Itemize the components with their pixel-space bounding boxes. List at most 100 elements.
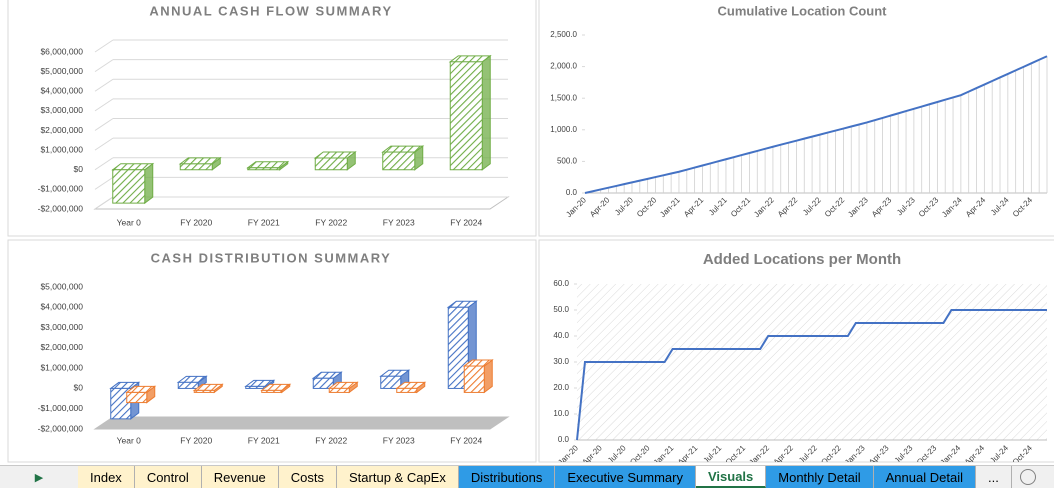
bar-top [246, 161, 290, 169]
y-tick-label: $6,000,000 [40, 46, 83, 56]
chart-panel [538, 0, 1054, 237]
sheet-tab[interactable]: Revenue [201, 466, 279, 488]
y-tick-label: 60.0 [553, 279, 569, 288]
y-tick-label: $0 [74, 164, 84, 174]
y-tick-label: $2,000,000 [40, 342, 83, 352]
grid-line-side [94, 98, 114, 112]
x-tick-label: FY 2021 [248, 217, 280, 227]
y-tick-label: $1,000,000 [40, 144, 83, 154]
sheet-tab[interactable]: Index [78, 466, 135, 488]
y-tick-label: 0.0 [558, 435, 570, 444]
floor [93, 196, 510, 210]
chart-title: CASH DISTRIBUTION SUMMARY [151, 250, 392, 265]
y-tick-label: 20.0 [553, 383, 569, 392]
y-tick-label: $2,000,000 [40, 125, 83, 135]
bar [110, 387, 132, 420]
y-tick-label: -$1,000,000 [38, 184, 84, 194]
x-tick-label: Year 0 [117, 435, 142, 445]
bar-top [111, 163, 155, 171]
bar [447, 306, 469, 389]
bar [177, 381, 199, 389]
y-tick-label: $0 [74, 383, 84, 393]
y-tick-label: 2,500.0 [550, 30, 577, 39]
y-tick-label: -$2,000,000 [38, 423, 84, 433]
y-tick-label: 10.0 [553, 409, 569, 418]
x-tick-label: FY 2022 [315, 435, 347, 445]
add-sheet-button[interactable] [1019, 469, 1036, 485]
y-tick-label: $1,000,000 [40, 362, 83, 372]
y-tick-label: $3,000,000 [40, 105, 83, 115]
grid-line-side [94, 157, 114, 171]
grid-line-side [94, 176, 114, 190]
y-tick-label: 1,500.0 [550, 93, 577, 102]
x-tick-label: FY 2020 [180, 435, 212, 445]
bar-side [481, 54, 491, 171]
y-tick-label: $4,000,000 [40, 302, 83, 312]
sheet-tab[interactable]: Startup & CapEx [337, 466, 459, 488]
x-tick-label: FY 2020 [180, 217, 212, 227]
y-tick-label: 0.0 [566, 188, 578, 197]
sheet-tab[interactable]: Executive Summary [555, 466, 696, 488]
chart-sheet: ANNUAL CASH FLOW SUMMARY Cumulative Loca… [7, 0, 1054, 463]
bar [396, 387, 418, 393]
sheet-tab[interactable]: ... [975, 466, 1012, 488]
x-tick-label: FY 2022 [315, 217, 347, 227]
bar [328, 387, 350, 393]
sheet-tab[interactable]: Monthly Detail [766, 466, 874, 488]
bar-top [448, 55, 492, 63]
bar [261, 389, 283, 393]
y-tick-label: 1,000.0 [550, 125, 577, 134]
bar [449, 61, 483, 171]
x-tick-label: FY 2023 [383, 217, 415, 227]
floor [93, 416, 510, 430]
sheet-tab[interactable]: Costs [278, 466, 338, 488]
grid-line-side [94, 39, 114, 53]
sheet-tab-bar: ▶ Index Control Revenue Costs Startup & CapE… [0, 465, 1054, 488]
bar [193, 389, 215, 393]
bar-top [381, 145, 425, 153]
bar [312, 377, 334, 389]
bar-top [178, 157, 222, 165]
y-tick-label: $4,000,000 [40, 86, 83, 96]
sheet-tab[interactable]: Control [134, 466, 202, 488]
bar-side [144, 162, 154, 205]
grid-line-side [94, 59, 114, 73]
bar [179, 163, 213, 171]
chart-title: Cumulative Location Count [718, 3, 888, 18]
grid-line-side [94, 196, 114, 210]
bar-top [313, 151, 357, 159]
y-tick-label: -$1,000,000 [38, 403, 84, 413]
y-tick-label: -$2,000,000 [38, 203, 84, 213]
sheet-tab[interactable]: Distributions [458, 466, 556, 488]
bar [112, 169, 146, 204]
x-tick-label: FY 2024 [450, 435, 482, 445]
bar [247, 167, 281, 171]
data-line [584, 55, 1048, 194]
bar [382, 151, 416, 171]
grid-line-side [94, 78, 114, 92]
y-tick-label: 30.0 [553, 357, 569, 366]
y-tick-label: $3,000,000 [40, 322, 83, 332]
y-tick-label: 40.0 [553, 331, 569, 340]
grid-line-side [94, 137, 114, 151]
y-tick-label: 2,000.0 [550, 62, 577, 71]
y-tick-label: $5,000,000 [40, 281, 83, 291]
bar [314, 157, 348, 171]
grid-line-side [94, 118, 114, 131]
bar [245, 385, 267, 389]
chart-title: Added Locations per Month [703, 251, 901, 268]
x-tick-label: FY 2024 [450, 217, 482, 227]
sheet-tab[interactable]: Visuals [695, 466, 767, 488]
y-tick-label: 50.0 [553, 305, 569, 314]
bar [380, 375, 402, 389]
y-tick-label: 500.0 [557, 157, 578, 166]
chart-title: ANNUAL CASH FLOW SUMMARY [149, 3, 392, 18]
x-tick-label: Year 0 [117, 217, 142, 227]
bar [126, 391, 148, 404]
tab-scroll-arrow[interactable]: ▶ [34, 471, 44, 484]
bar [463, 365, 485, 393]
data-line [576, 309, 1047, 441]
x-tick-label: FY 2021 [248, 435, 280, 445]
sheet-tab[interactable]: Annual Detail [873, 466, 976, 488]
